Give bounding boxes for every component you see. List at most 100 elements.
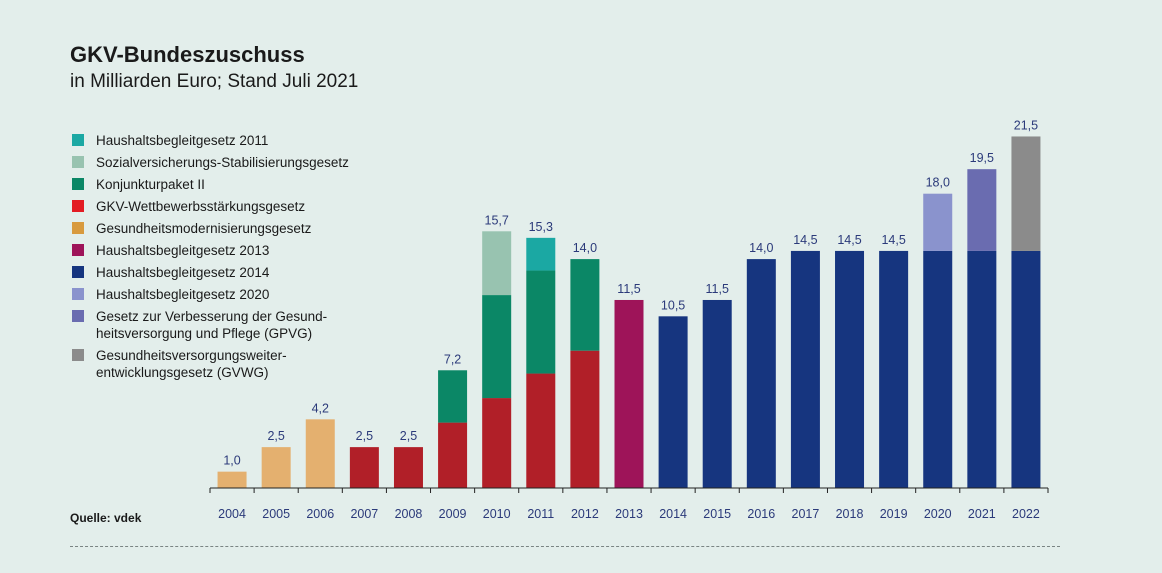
value-label: 1,0 <box>223 454 240 468</box>
legend-label: Gesundheitsversorgungsweiter- <box>96 348 287 363</box>
bar-segment <box>526 373 556 488</box>
bar-segment <box>526 237 556 271</box>
value-label: 7,2 <box>444 352 461 366</box>
bar-segment <box>349 447 379 488</box>
x-tick-label: 2005 <box>262 507 290 521</box>
legend-label-line2: heitsversorgung und Pflege (GPVG) <box>96 326 313 341</box>
bar-segment <box>746 259 776 488</box>
bar-segment <box>790 250 820 488</box>
bar-segment <box>702 299 732 488</box>
legend-swatch <box>72 178 84 190</box>
legend-swatch <box>72 134 84 146</box>
legend-label: Haushaltsbegleitgesetz 2013 <box>96 243 270 258</box>
x-tick-label: 2009 <box>439 507 467 521</box>
bar-segment <box>526 270 556 374</box>
bar-segment <box>393 447 423 488</box>
x-tick-label: 2017 <box>792 507 820 521</box>
legend-item: Haushaltsbegleitgesetz 2011 <box>72 132 372 149</box>
legend-label: Konjunkturpaket II <box>96 177 205 192</box>
bar-segment <box>482 398 512 488</box>
legend-label: Haushaltsbegleitgesetz 2014 <box>96 265 270 280</box>
bar-segment <box>614 299 644 488</box>
x-tick-label: 2007 <box>350 507 378 521</box>
x-tick-label: 2022 <box>1012 507 1040 521</box>
x-tick-label: 2006 <box>306 507 334 521</box>
legend-swatch <box>72 310 84 322</box>
bar-segment <box>923 250 953 488</box>
bar-segment <box>923 193 953 251</box>
legend-swatch <box>72 200 84 212</box>
legend-item: Gesundheitsversorgungsweiter-entwicklung… <box>72 347 372 381</box>
x-tick-label: 2018 <box>836 507 864 521</box>
legend-label: Gesundheitsmodernisierungsgesetz <box>96 221 312 236</box>
x-tick-label: 2021 <box>968 507 996 521</box>
legend-item: Haushaltsbegleitgesetz 2020 <box>72 286 372 303</box>
x-tick-label: 2014 <box>659 507 687 521</box>
value-label: 14,0 <box>749 241 773 255</box>
legend-swatch <box>72 244 84 256</box>
x-tick-label: 2010 <box>483 507 511 521</box>
dashed-divider <box>70 546 1060 547</box>
legend-label: Haushaltsbegleitgesetz 2020 <box>96 287 270 302</box>
bar-segment <box>658 316 688 488</box>
value-label: 15,3 <box>529 220 553 234</box>
bar-segment <box>438 370 468 423</box>
bar-segment <box>482 295 512 399</box>
x-tick-label: 2011 <box>527 507 554 521</box>
bar-segment <box>217 471 247 488</box>
x-tick-label: 2015 <box>703 507 731 521</box>
legend-label-line2: entwicklungsgesetz (GVWG) <box>96 365 269 380</box>
legend-item: Gesetz zur Verbesserung der Gesund-heits… <box>72 308 372 342</box>
x-tick-label: 2013 <box>615 507 643 521</box>
value-label: 11,5 <box>617 282 640 296</box>
value-label: 4,2 <box>312 401 329 415</box>
value-label: 2,5 <box>400 429 417 443</box>
legend-label: GKV-Wettbewerbsstärkungsgesetz <box>96 199 306 214</box>
bar-segment <box>879 250 909 488</box>
x-tick-label: 2004 <box>218 507 246 521</box>
legend-swatch <box>72 349 84 361</box>
value-label: 14,5 <box>837 233 861 247</box>
value-label: 11,5 <box>706 282 729 296</box>
x-tick-label: 2016 <box>747 507 775 521</box>
value-label: 2,5 <box>356 429 373 443</box>
bar-segment <box>438 422 468 488</box>
legend-swatch <box>72 222 84 234</box>
legend-item: Sozialversicherungs-Stabilisierungsgeset… <box>72 154 372 171</box>
value-label: 14,5 <box>881 233 905 247</box>
bar-segment <box>305 419 335 488</box>
value-label: 15,7 <box>485 213 509 227</box>
value-label: 10,5 <box>661 298 685 312</box>
bar-segment <box>835 250 865 488</box>
value-label: 18,0 <box>926 176 950 190</box>
legend-swatch <box>72 156 84 168</box>
legend-item: Haushaltsbegleitgesetz 2013 <box>72 242 372 259</box>
legend-swatch <box>72 266 84 278</box>
legend-label: Sozialversicherungs-Stabilisierungsgeset… <box>96 155 349 170</box>
x-tick-label: 2012 <box>571 507 599 521</box>
legend-label: Haushaltsbegleitgesetz 2011 <box>96 133 269 148</box>
legend-item: Gesundheitsmodernisierungsgesetz <box>72 220 372 237</box>
x-tick-label: 2008 <box>395 507 423 521</box>
legend-label: Gesetz zur Verbesserung der Gesund- <box>96 309 328 324</box>
chart-subtitle: in Milliarden Euro; Stand Juli 2021 <box>70 71 359 92</box>
bar-segment <box>1011 136 1041 251</box>
x-tick-label: 2020 <box>924 507 952 521</box>
value-label: 14,5 <box>793 233 817 247</box>
value-label: 21,5 <box>1014 118 1038 132</box>
source-note: Quelle: vdek <box>70 511 142 525</box>
value-label: 14,0 <box>573 241 597 255</box>
bar-segment <box>570 259 600 351</box>
legend: Haushaltsbegleitgesetz 2011 Sozialversich… <box>72 132 372 386</box>
bar-segment <box>570 350 600 488</box>
legend-swatch <box>72 288 84 300</box>
bar-segment <box>482 231 512 296</box>
x-tick-label: 2019 <box>880 507 908 521</box>
bar-segment <box>1011 250 1041 488</box>
legend-item: Konjunkturpaket II <box>72 176 372 193</box>
bar-segment <box>967 250 997 488</box>
legend-item: GKV-Wettbewerbsstärkungsgesetz <box>72 198 372 215</box>
bar-segment <box>967 169 997 251</box>
bar-segment <box>261 447 291 488</box>
